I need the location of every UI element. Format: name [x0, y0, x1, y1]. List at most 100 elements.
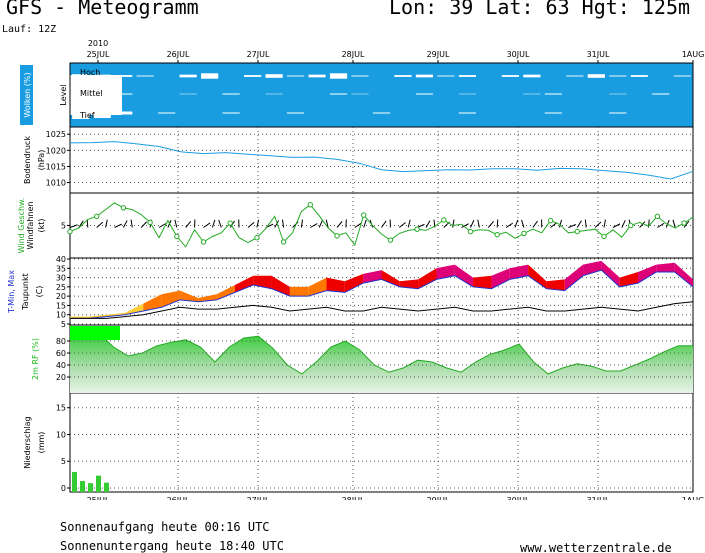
cloud-gap — [329, 93, 348, 95]
time-label-top: 31JUL — [587, 50, 610, 59]
cloud-gap — [351, 93, 369, 95]
wind-barb — [300, 219, 304, 228]
cloud-level-mittel: Mittel — [80, 89, 103, 98]
y-tick-label: 15 — [56, 404, 66, 413]
time-label-top: 1AUG — [682, 50, 705, 59]
cloud-gap — [136, 75, 154, 77]
cloud-gap — [501, 75, 519, 77]
temp-min-line — [70, 269, 694, 319]
temp-band-segment — [344, 273, 364, 293]
wind-barb — [203, 222, 211, 228]
panel-ylabel: (C) — [35, 286, 44, 298]
cloud-gap — [265, 93, 283, 95]
pressure-series-line — [69, 141, 694, 180]
time-label-bottom: 28JUL — [342, 496, 365, 500]
wind-barb — [594, 221, 602, 228]
wind-speed-point — [414, 226, 420, 232]
wind-barb — [532, 220, 538, 228]
time-label-top: 28JUL — [342, 50, 365, 59]
wind-barb — [521, 219, 525, 228]
cloud-gap — [673, 75, 691, 77]
temp-band-segment — [271, 275, 290, 297]
y-tick-label: 40 — [56, 255, 66, 264]
time-label-bottom: 29JUL — [427, 496, 450, 500]
wind-barb — [185, 220, 192, 228]
wind-barb — [256, 219, 260, 228]
wind-speed-point — [280, 239, 287, 245]
wind-speed-point — [494, 231, 500, 238]
wind-barb — [550, 222, 558, 228]
dewpoint-line — [70, 301, 694, 319]
time-label-bottom: 30JUL — [507, 496, 530, 500]
year-label-top: 2010 — [88, 39, 108, 48]
wind-speed-point — [601, 233, 607, 240]
temp-band-segment — [619, 272, 639, 287]
panel-ylabel: Taupunkt — [21, 273, 30, 311]
panel-ylabel: (hPa) — [37, 150, 46, 171]
y-tick-label: 1010 — [46, 179, 66, 188]
cloud-gap — [458, 112, 477, 114]
wind-barb — [310, 223, 318, 228]
temp-band-segment — [638, 264, 657, 284]
y-tick-label: 1015 — [46, 162, 66, 171]
cloud-gap — [458, 93, 477, 95]
time-label-top: 30JUL — [507, 50, 530, 59]
panel-ylabel: (kt) — [37, 218, 46, 232]
temp-band-segment — [179, 290, 199, 302]
wind-barb — [505, 222, 514, 228]
wind-speed-point — [547, 217, 554, 224]
time-label-bottom: 27JUL — [247, 496, 270, 500]
y-tick-label: 0 — [61, 484, 66, 493]
wind-barb — [69, 224, 78, 228]
cloud-panel-bg — [70, 63, 693, 127]
wind-barb — [514, 219, 519, 228]
y-tick-label: 1020 — [46, 146, 66, 155]
wind-barb — [336, 221, 343, 228]
wind-barb — [174, 219, 178, 228]
y-tick-label: 5 — [61, 222, 66, 231]
temp-band-segment — [454, 264, 474, 287]
wind-speed-point — [147, 219, 153, 226]
wind-barb — [158, 223, 167, 228]
time-label-bottom: 26JUL — [167, 496, 190, 500]
y-tick-label: 1025 — [46, 130, 66, 139]
wind-speed-point — [628, 222, 634, 229]
time-label-top: 29JUL — [427, 50, 450, 59]
wind-barb — [477, 219, 480, 228]
wind-barb — [584, 219, 587, 228]
wind-barb — [603, 219, 606, 228]
time-label-top: 26JUL — [167, 50, 190, 59]
y-tick-label: 5 — [61, 320, 66, 329]
cloud-gap — [179, 93, 197, 95]
temp-band-segment — [509, 264, 529, 280]
temp-band-segment — [381, 270, 400, 287]
wind-barb — [96, 221, 104, 228]
wind-barb — [274, 220, 280, 228]
precip-bar — [96, 475, 101, 492]
cloud-gap — [286, 75, 305, 77]
wind-speed-point — [334, 233, 340, 239]
temp-band-segment — [399, 279, 419, 289]
cloud-ylabel: Wolken (%) — [23, 72, 32, 117]
wind-speed-point — [307, 202, 313, 208]
panel-frame — [69, 126, 694, 194]
wind-speed-point — [441, 217, 447, 223]
cloud-gap — [179, 74, 197, 78]
panel-ylabel: Niederschlag — [23, 416, 32, 468]
cloud-gap — [523, 93, 541, 95]
time-label-bottom: 31JUL — [587, 496, 610, 500]
temp-band-segment — [216, 285, 235, 300]
cloud-gap — [308, 74, 326, 78]
temp-band-segment — [528, 264, 547, 289]
cloud-gap — [351, 75, 369, 77]
cloud-level-title: Level — [59, 84, 68, 105]
wind-speed-point — [227, 220, 233, 226]
wind-barb — [381, 220, 387, 228]
humidity-saturation-band — [70, 326, 120, 340]
cloud-gap — [394, 75, 412, 77]
wind-barb — [247, 221, 255, 228]
cloud-gap — [115, 93, 133, 95]
wind-barb — [122, 220, 128, 228]
temp-band-segment — [161, 290, 180, 308]
wind-barb — [452, 219, 455, 228]
